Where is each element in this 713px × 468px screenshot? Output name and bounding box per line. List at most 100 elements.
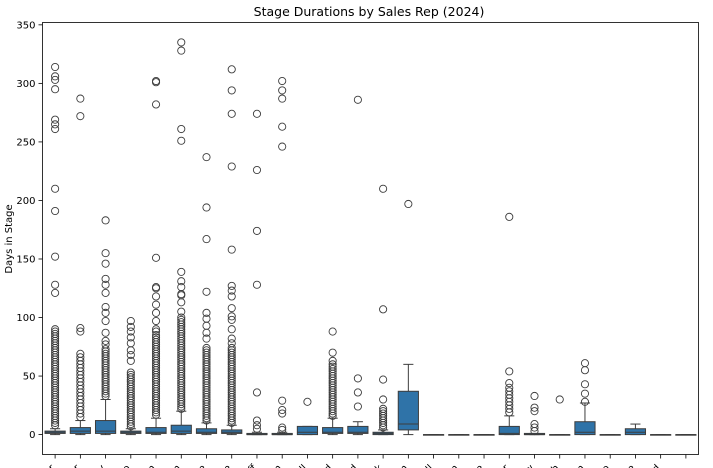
flier-1-19 (76, 327, 85, 336)
flier-7-40 (227, 286, 236, 295)
flier-6-29 (202, 348, 211, 357)
flier-7-32 (227, 343, 236, 353)
flier-2-27 (101, 288, 110, 297)
flier-18-6 (505, 387, 514, 396)
flier-2-24 (101, 316, 110, 326)
x-tick-label-9: n (272, 463, 284, 468)
flier-3-25 (126, 350, 135, 360)
plot-frame (42, 22, 699, 455)
x-tick-label-24: d (651, 463, 663, 468)
box-14 (397, 390, 419, 431)
flier-9-5 (278, 142, 287, 151)
flier-2-22 (101, 336, 110, 345)
flier-7-46 (227, 65, 236, 74)
box-4 (145, 427, 167, 434)
flier-0-46 (51, 184, 60, 193)
x-tick-label-12: d (348, 463, 360, 468)
x-tick-label-20: h (550, 463, 562, 468)
flier-3-21 (126, 373, 135, 382)
flier-19-2 (530, 420, 539, 429)
x-tick-label-2: y (96, 463, 108, 468)
flier-19-4 (530, 403, 539, 412)
flier-1-21 (76, 112, 85, 121)
flier-7-45 (227, 86, 236, 95)
flier-2-18 (101, 349, 110, 358)
box-18 (498, 425, 520, 436)
flier-6-34 (202, 321, 211, 330)
flier-6-40 (202, 153, 211, 162)
flier-20-0 (555, 395, 564, 404)
flier-0-51 (51, 75, 60, 84)
flier-1-17 (76, 353, 85, 362)
box-6 (195, 428, 218, 434)
flier-0-41 (51, 325, 60, 334)
flier-19-3 (530, 407, 539, 416)
flier-13-8 (379, 404, 388, 413)
flier-7-35 (227, 325, 236, 334)
y-tick-label-200: 200 (16, 196, 35, 207)
x-tick-label-1: r (72, 462, 83, 468)
y-tick-label-50: 50 (23, 372, 36, 383)
flier-5-40 (177, 307, 186, 316)
flier-11-20 (328, 364, 337, 374)
flier-21-4 (580, 359, 590, 368)
flier-9-4 (278, 396, 287, 405)
flier-8-6 (252, 165, 262, 175)
x-tick-label-14: n (398, 463, 410, 468)
plot-area: 0 50 100 150 200 250 300 350 r r y o n n e e ff n ll d d k n ll… (16, 20, 697, 468)
flier-7-34 (227, 334, 236, 343)
flier-2-32 (101, 216, 110, 225)
flier-21-3 (580, 366, 590, 375)
flier-9-1 (278, 423, 287, 432)
flier-13-9 (379, 395, 388, 404)
flier-5-50 (177, 38, 186, 47)
x-tick-label-17: e (474, 463, 486, 468)
flier-4-43 (151, 253, 161, 262)
flier-4-38 (151, 308, 161, 317)
flier-0-39 (51, 329, 60, 338)
flier-0-48 (51, 120, 60, 129)
flier-13-11 (379, 305, 388, 314)
flier-0-40 (51, 327, 60, 336)
flier-13-6 (379, 409, 388, 418)
x-tick-label-10: ll (298, 463, 310, 468)
flier-11-24 (328, 348, 337, 357)
flier-5-39 (177, 313, 186, 322)
flier-7-42 (227, 245, 236, 254)
flier-5-37 (177, 318, 186, 327)
flier-9-8 (278, 86, 287, 95)
box-5 (170, 424, 192, 434)
box-7 (221, 429, 243, 434)
flier-18-8 (505, 379, 514, 388)
flier-2-28 (101, 280, 110, 289)
flier-0-45 (51, 206, 60, 216)
flier-7-39 (227, 292, 236, 301)
flier-9-9 (278, 76, 287, 86)
flier-8-4 (252, 280, 262, 289)
flier-8-2 (252, 416, 262, 425)
flier-7-44 (227, 109, 236, 118)
flier-3-22 (126, 370, 135, 379)
box-1 (69, 427, 91, 434)
flier-21-0 (580, 397, 590, 406)
box-2 (94, 420, 117, 434)
flier-4-36 (151, 325, 161, 334)
flier-3-24 (126, 356, 135, 365)
flier-6-38 (202, 235, 211, 244)
flier-8-7 (252, 109, 262, 118)
flier-3-30 (126, 322, 135, 331)
flier-4-37 (151, 316, 161, 326)
y-tick-label-100: 100 (16, 313, 35, 324)
y-axis-label: Days in Stage (4, 204, 15, 273)
flier-4-32 (151, 335, 161, 344)
flier-14-0 (404, 199, 413, 209)
flier-0-49 (51, 115, 60, 124)
flier-5-38 (177, 315, 186, 324)
flier-3-28 (126, 333, 135, 342)
flier-1-18 (76, 349, 85, 358)
flier-4-42 (151, 283, 161, 292)
flier-6-35 (202, 314, 211, 323)
flier-2-25 (101, 308, 110, 317)
flier-1-20 (76, 324, 85, 333)
